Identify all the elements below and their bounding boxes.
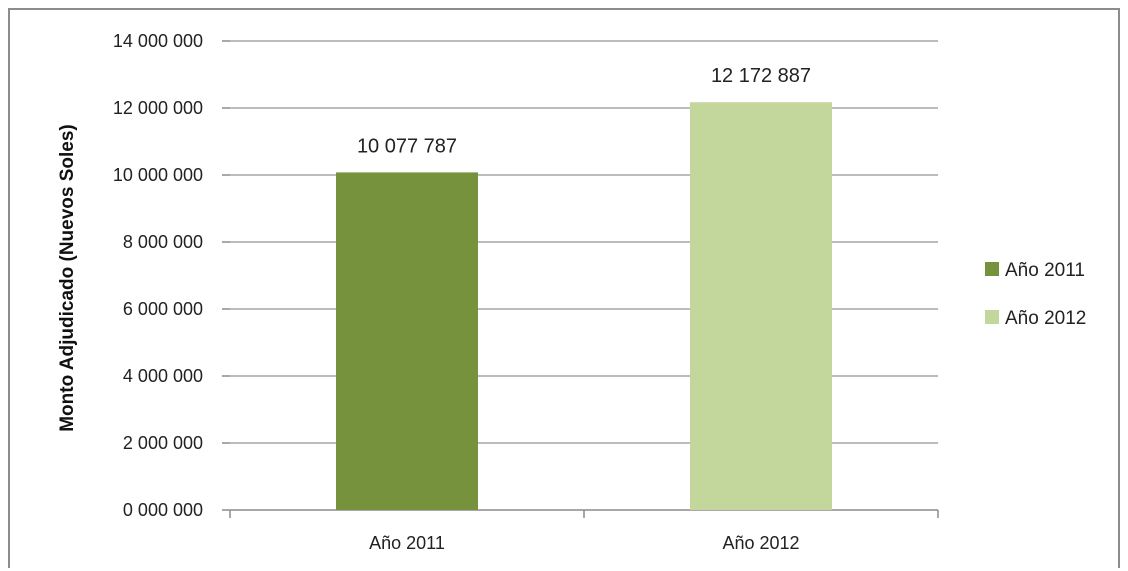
y-tick-label: 2 000 000: [123, 433, 203, 453]
y-tick-label: 0 000 000: [123, 500, 203, 520]
y-axis-title: Monto Adjudicado (Nuevos Soles): [57, 124, 78, 432]
legend-label: Año 2011: [1005, 260, 1085, 281]
data-labels: 10 077 787 12 172 887: [357, 65, 811, 157]
data-label: 10 077 787: [357, 135, 457, 157]
y-tick-label: 10 000 000: [113, 165, 203, 185]
bar-2011: [336, 172, 478, 510]
legend-label: Año 2012: [1005, 308, 1086, 329]
y-tick-label: 6 000 000: [123, 299, 203, 319]
bar-2012: [690, 102, 832, 510]
y-tick-label: 4 000 000: [123, 366, 203, 386]
y-tick-label: 12 000 000: [113, 98, 203, 118]
chart-frame: [8, 8, 1120, 568]
x-axis: Año 2011 Año 2012: [229, 510, 939, 553]
legend-swatch: [985, 262, 999, 276]
y-axis-ticks: 0 000 000 2 000 000 4 000 000 6 000 000 8 00…: [113, 31, 203, 520]
x-tick-label: Año 2011: [369, 533, 445, 553]
x-tick-label: Año 2012: [722, 533, 799, 553]
y-tick-label: 8 000 000: [123, 232, 203, 252]
data-label: 12 172 887: [711, 65, 811, 87]
legend-swatch: [985, 310, 999, 324]
bars: [336, 102, 832, 510]
y-tick-label: 14 000 000: [113, 31, 203, 51]
legend: Año 2011 Año 2012: [985, 260, 1086, 329]
